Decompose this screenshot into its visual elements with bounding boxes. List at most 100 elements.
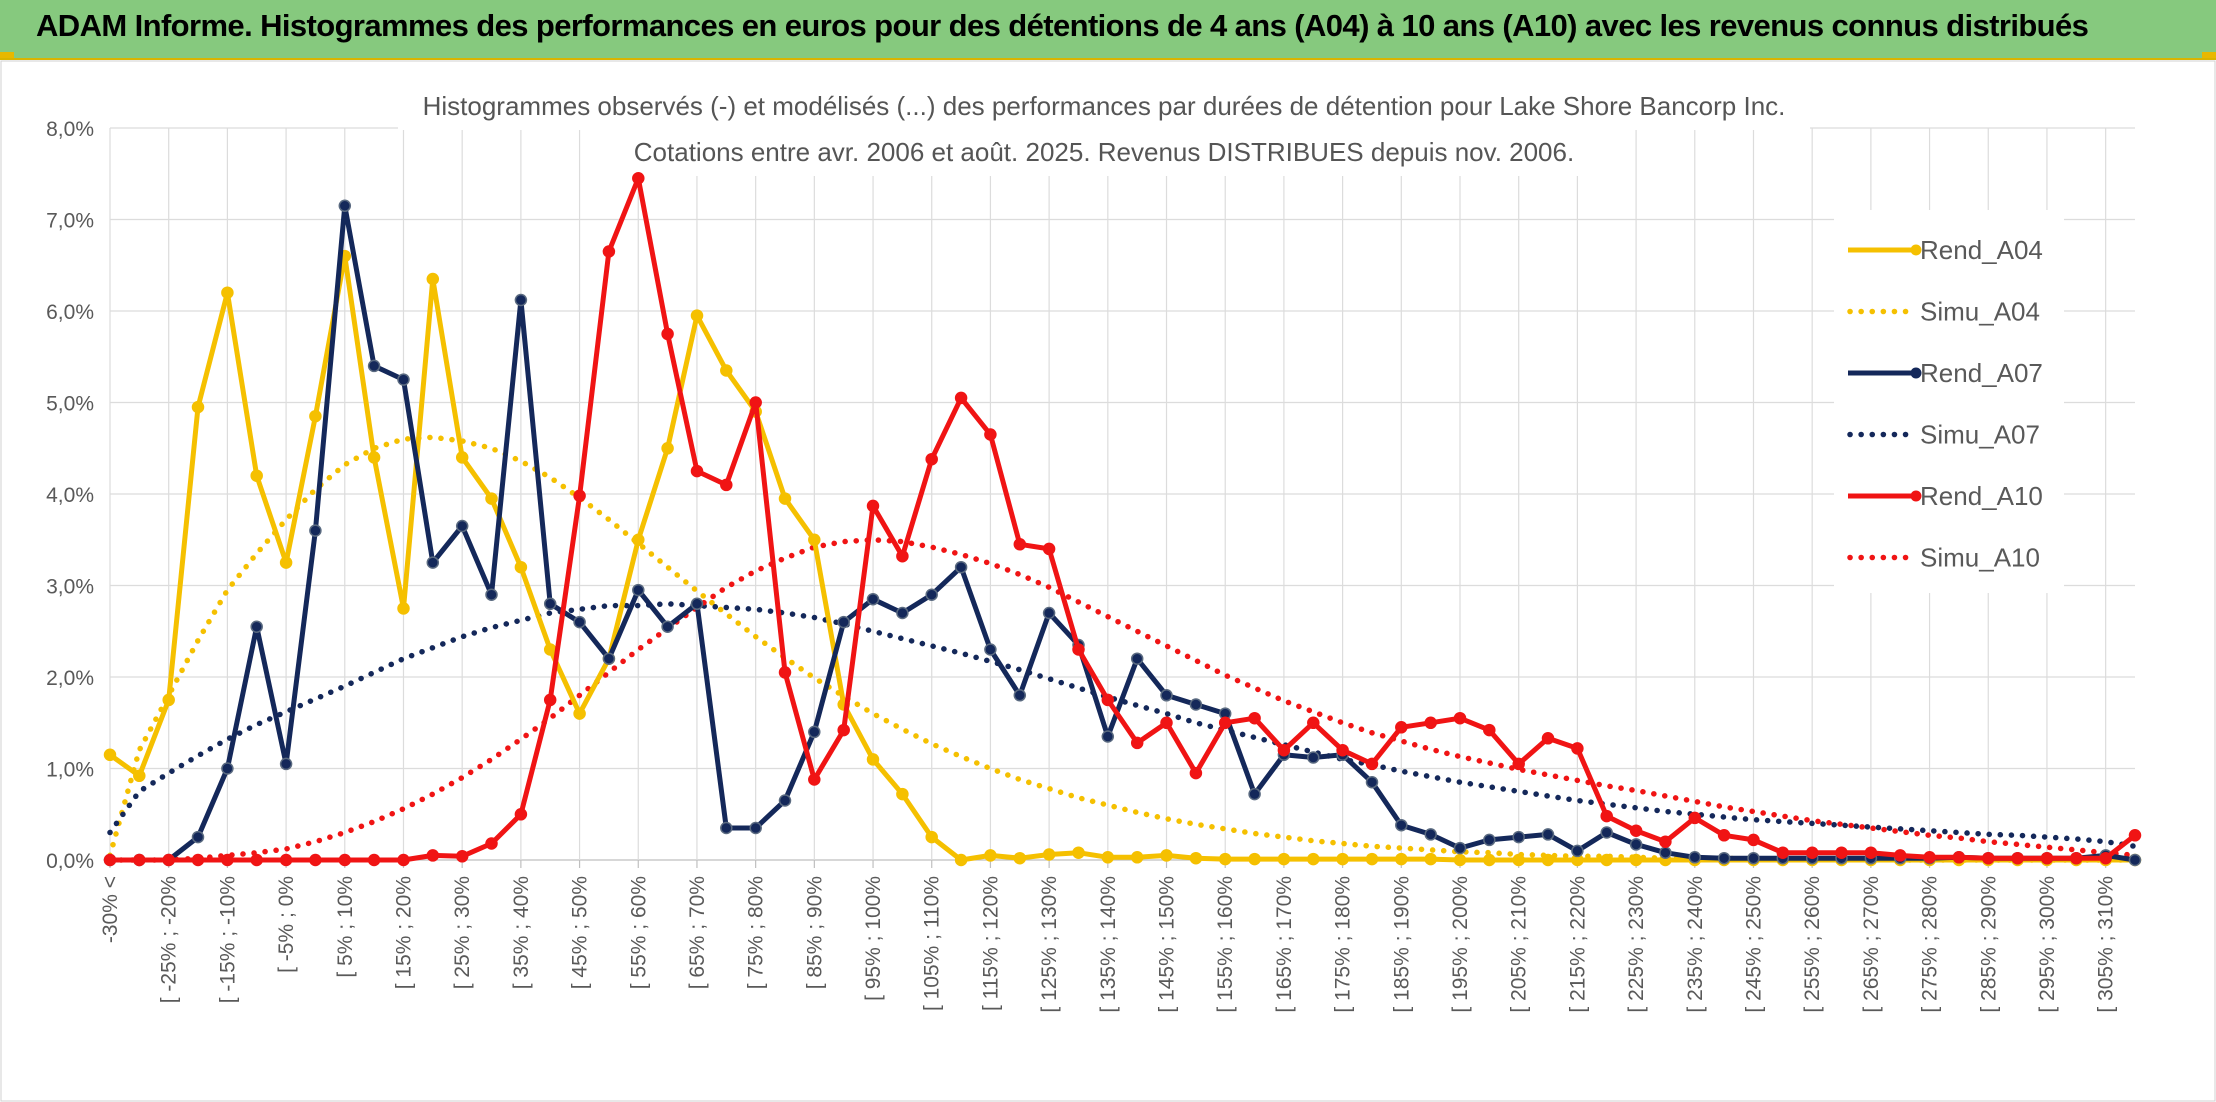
- report-title: ADAM Informe. Histogrammes des performan…: [36, 8, 2089, 43]
- data-point: [1600, 809, 1613, 823]
- data-point: [455, 519, 469, 533]
- x-tick-label: [ 205% ; 210%: [1508, 876, 1531, 1013]
- data-point: [1600, 826, 1613, 839]
- data-point: [925, 588, 938, 601]
- data-point: [1072, 643, 1085, 656]
- data-point: [426, 849, 440, 862]
- data-point: [309, 853, 322, 867]
- data-point: [485, 588, 498, 601]
- data-point: [455, 451, 469, 464]
- y-tick-label: 8,0%: [46, 118, 94, 141]
- data-point: [103, 853, 117, 867]
- data-point: [1072, 846, 1085, 859]
- legend-item: Rend_A10: [1848, 481, 2043, 511]
- x-tick-label: [ 255% ; 260%: [1801, 876, 1824, 1013]
- series-rend-a10: [103, 172, 2142, 867]
- x-tick-label: [ 165% ; 170%: [1273, 876, 1296, 1013]
- data-point: [367, 451, 381, 464]
- data-point: [2070, 851, 2083, 865]
- data-point: [1013, 538, 1027, 551]
- legend-label: Rend_A07: [1920, 358, 2043, 388]
- data-point: [1541, 853, 1555, 867]
- data-point: [1277, 852, 1291, 866]
- data-point: [1483, 833, 1496, 847]
- data-point: [2128, 829, 2142, 842]
- data-point: [2099, 851, 2112, 865]
- data-point: [602, 652, 616, 665]
- x-tick-label: [ 45% ; 50%: [569, 876, 592, 989]
- data-point: [720, 821, 733, 835]
- data-point: [1571, 742, 1584, 755]
- legend-item: Simu_A07: [1847, 420, 2040, 450]
- data-point: [133, 853, 146, 867]
- data-point: [1747, 851, 1760, 865]
- data-point: [1453, 853, 1467, 867]
- x-tick-label: [ 275% ; 280%: [1919, 876, 1942, 1013]
- data-point: [1248, 787, 1261, 801]
- data-point: [573, 615, 586, 629]
- banner-right-mark: [2202, 52, 2216, 58]
- data-point: [573, 707, 586, 720]
- data-point: [808, 773, 821, 786]
- data-point: [1512, 830, 1525, 844]
- data-point: [397, 853, 410, 867]
- series-line: [107, 537, 2138, 863]
- legend-label: Rend_A04: [1920, 235, 2043, 265]
- data-point: [1776, 846, 1790, 859]
- data-point: [1483, 853, 1496, 867]
- data-point: [778, 492, 792, 505]
- x-tick-label: [ 215% ; 220%: [1566, 876, 1589, 1013]
- data-point: [191, 400, 205, 414]
- chart-subtitle: Cotations entre avr. 2006 et août. 2025.…: [634, 137, 1574, 167]
- data-point: [103, 748, 117, 762]
- x-tick-label: [ 85% ; 90%: [803, 876, 826, 989]
- legend-marker: [1910, 490, 1922, 502]
- data-point: [133, 769, 146, 783]
- data-point: [1512, 853, 1525, 867]
- x-tick-label: [ 95% ; 100%: [862, 876, 885, 1001]
- data-point: [338, 853, 352, 867]
- data-point: [1160, 689, 1173, 702]
- x-tick-label: [ 305% ; 310%: [2095, 876, 2118, 1013]
- data-point: [1659, 846, 1672, 859]
- data-point: [1717, 829, 1731, 842]
- data-point: [602, 245, 616, 258]
- data-point: [661, 620, 674, 633]
- data-point: [1541, 828, 1555, 841]
- x-tick-label: [ 285% ; 290%: [1977, 876, 2000, 1013]
- data-point: [250, 620, 263, 633]
- x-tick-label: [ 295% ; 300%: [2036, 876, 2059, 1013]
- x-tick-label: [ 245% ; 250%: [1742, 876, 1765, 1013]
- data-point: [221, 286, 234, 299]
- data-point: [720, 478, 733, 492]
- data-point: [1101, 851, 1115, 864]
- y-tick-label: 6,0%: [46, 301, 94, 324]
- x-tick-label: [ 185% ; 190%: [1390, 876, 1413, 1013]
- x-tick-label: [ 125% ; 130%: [1038, 876, 1061, 1013]
- data-point: [632, 533, 645, 547]
- data-point: [984, 643, 997, 656]
- data-point: [837, 723, 850, 737]
- data-point: [1042, 606, 1056, 620]
- data-point: [309, 409, 322, 423]
- data-point: [1365, 852, 1379, 866]
- data-point: [1365, 775, 1379, 789]
- y-tick-label: 7,0%: [46, 210, 94, 233]
- y-tick-label: 5,0%: [46, 393, 94, 416]
- data-point: [1483, 723, 1496, 737]
- data-point: [162, 693, 175, 707]
- x-tick-label: [ 225% ; 230%: [1625, 876, 1648, 1013]
- data-point: [1453, 711, 1467, 725]
- data-point: [896, 549, 909, 563]
- data-point: [925, 830, 938, 844]
- data-point: [1218, 716, 1232, 730]
- data-point: [1893, 849, 1907, 862]
- data-point: [1336, 852, 1349, 866]
- data-point: [1835, 846, 1848, 859]
- series-rend-a07: [103, 199, 2142, 867]
- data-point: [1424, 828, 1437, 841]
- data-point: [1189, 698, 1203, 711]
- x-tick-label: [ 265% ; 270%: [1860, 876, 1883, 1013]
- legend-item: Simu_A10: [1847, 543, 2040, 573]
- data-point: [1248, 711, 1261, 725]
